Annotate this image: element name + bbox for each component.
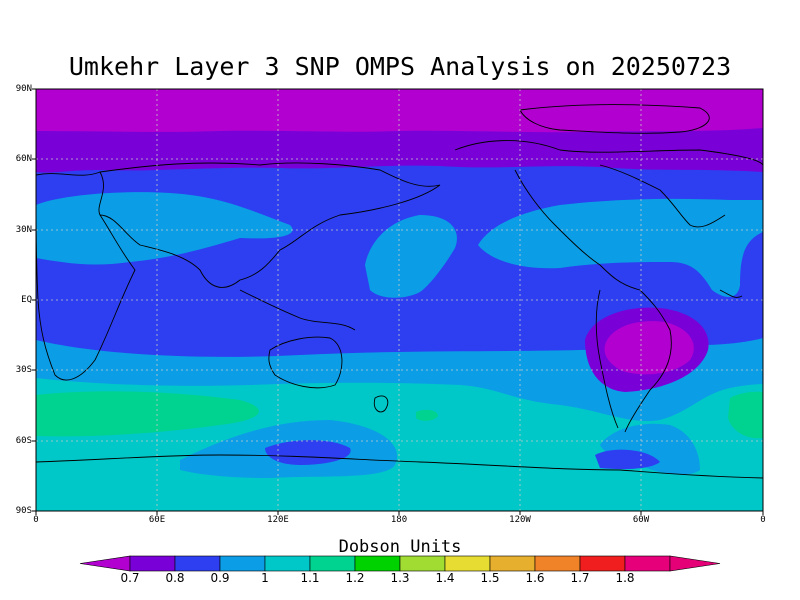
colorbar	[79, 555, 721, 572]
contour-band-0.9-1	[600, 423, 700, 475]
contour-band-1.1-1.2	[416, 409, 438, 421]
contour-band-1.1-1.2	[36, 391, 259, 437]
colorbar-tick-label: 1.7	[570, 571, 590, 585]
colorbar-tick-label: 1.2	[345, 571, 365, 585]
contour-band-0.8-0.9	[265, 440, 351, 465]
colorbar-tick-label: 1.3	[390, 571, 410, 585]
colorbar-units-label: Dobson Units	[338, 537, 462, 557]
colorbar-tick-label: 0.9	[210, 571, 230, 585]
colorbar-swatch	[174, 555, 221, 572]
y-tick-label: 90S	[15, 506, 32, 516]
x-tick-label: 180	[390, 515, 408, 525]
colorbar-swatch	[399, 555, 446, 572]
colorbar-swatch	[309, 555, 356, 572]
colorbar-swatch	[534, 555, 581, 572]
y-tick-label: EQ	[21, 295, 32, 305]
colorbar-over-arrow	[669, 555, 721, 572]
contour-band-1.1-1.2	[728, 391, 763, 439]
contour-band-0.9-1	[478, 198, 763, 297]
colorbar-tick-label: 1.5	[480, 571, 500, 585]
colorbar-swatch	[489, 555, 536, 572]
colorbar-under-arrow	[79, 555, 131, 572]
colorbar-tick-label: 1.6	[525, 571, 545, 585]
x-tick-label: 0	[760, 515, 766, 525]
y-tick-label: 60N	[15, 154, 32, 164]
y-tick-label: 60S	[15, 436, 32, 446]
tick-marks	[32, 88, 764, 515]
y-tick-label: 30S	[15, 365, 32, 375]
colorbar-tick-label: 0.7	[120, 571, 140, 585]
colorbar-swatch	[219, 555, 266, 572]
x-tick-label: 60W	[632, 515, 650, 525]
contour-band-0.9-1	[365, 215, 457, 298]
x-tick-label: 60E	[148, 515, 166, 525]
contour-band-under-0.7	[36, 89, 763, 133]
colorbar-swatch	[624, 555, 671, 572]
colorbar-swatch	[129, 555, 176, 572]
y-tick-label: 90N	[15, 84, 32, 94]
contour-band-0.9-1	[36, 192, 293, 265]
colorbar-tick-label: 1	[261, 571, 269, 585]
colorbar-swatch	[264, 555, 311, 572]
colorbar-tick-label: 1.4	[435, 571, 455, 585]
colorbar-swatch	[354, 555, 401, 572]
x-tick-label: 0	[33, 515, 39, 525]
contour-field	[36, 89, 763, 511]
contour-band-0.8-0.9	[595, 449, 660, 470]
gridlines	[36, 89, 763, 511]
colorbar-tick-label: 1.1	[300, 571, 320, 585]
map-title: Umkehr Layer 3 SNP OMPS Analysis on 2025…	[68, 52, 732, 81]
colorbar-swatch	[579, 555, 626, 572]
colorbar-tick-label: 0.8	[165, 571, 185, 585]
y-tick-label: 30N	[15, 225, 32, 235]
colorbar-tick-label: 1.8	[615, 571, 635, 585]
x-tick-label: 120W	[509, 515, 531, 525]
colorbar-swatch	[444, 555, 491, 572]
contour-band-under-0.7	[604, 321, 694, 375]
x-tick-label: 120E	[267, 515, 289, 525]
